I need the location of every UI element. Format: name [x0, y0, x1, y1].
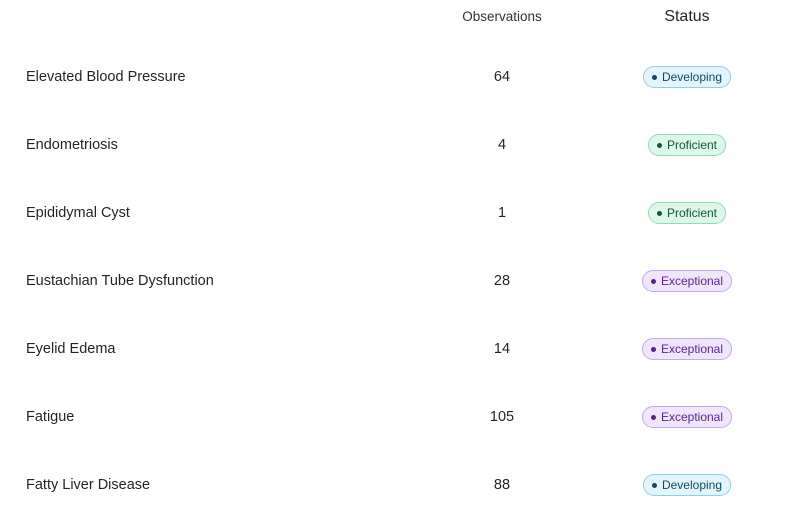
table-row[interactable]: Fatty Liver Disease 88 Developing	[0, 451, 790, 519]
status-label: Exceptional	[660, 274, 724, 288]
observation-count: 105	[489, 409, 515, 425]
condition-name: Elevated Blood Pressure	[26, 69, 186, 85]
status-dot-icon	[651, 482, 657, 488]
observation-count: 1	[497, 205, 507, 221]
status-badge: Developing	[642, 66, 732, 88]
status-label: Proficient	[666, 206, 718, 220]
observation-count: 28	[493, 273, 511, 289]
table-header: Observations Status	[0, 0, 790, 34]
table-row[interactable]: Endometriosis 4 Proficient	[0, 111, 790, 179]
table-row[interactable]: Epididymal Cyst 1 Proficient	[0, 179, 790, 247]
status-cell: Developing	[627, 451, 747, 519]
status-label: Developing	[661, 478, 723, 492]
status-dot-icon	[656, 142, 662, 148]
status-cell: Developing	[627, 43, 747, 111]
status-label: Proficient	[666, 138, 718, 152]
status-dot-icon	[656, 210, 662, 216]
observation-count: 14	[493, 341, 511, 357]
status-dot-icon	[650, 278, 656, 284]
table-row[interactable]: Eyelid Edema 14 Exceptional	[0, 315, 790, 383]
condition-name: Epididymal Cyst	[26, 205, 130, 221]
condition-name: Fatigue	[26, 409, 75, 425]
observation-count: 64	[493, 69, 511, 85]
status-badge: Developing	[642, 474, 732, 496]
status-cell: Proficient	[627, 179, 747, 247]
status-badge: Proficient	[647, 134, 727, 156]
condition-name: Endometriosis	[26, 137, 118, 153]
observation-count: 4	[497, 137, 507, 153]
status-cell: Proficient	[627, 111, 747, 179]
status-cell: Exceptional	[627, 383, 747, 451]
status-badge: Exceptional	[641, 338, 733, 360]
table-row[interactable]: Eustachian Tube Dysfunction 28 Exception…	[0, 247, 790, 315]
status-label: Exceptional	[660, 342, 724, 356]
status-cell: Exceptional	[627, 247, 747, 315]
status-badge: Exceptional	[641, 406, 733, 428]
condition-name: Fatty Liver Disease	[26, 477, 151, 493]
status-dot-icon	[650, 414, 656, 420]
table-row[interactable]: Elevated Blood Pressure 64 Developing	[0, 43, 790, 111]
status-column-header[interactable]: Status	[664, 8, 710, 25]
status-dot-icon	[651, 74, 657, 80]
observations-column-header[interactable]: Observations	[462, 9, 542, 24]
status-label: Exceptional	[660, 410, 724, 424]
observation-count: 88	[493, 477, 511, 493]
condition-name: Eustachian Tube Dysfunction	[26, 273, 214, 289]
conditions-table: Observations Status Elevated Blood Press…	[0, 0, 790, 496]
status-dot-icon	[650, 346, 656, 352]
status-badge: Proficient	[647, 202, 727, 224]
status-badge: Exceptional	[641, 270, 733, 292]
status-cell: Exceptional	[627, 315, 747, 383]
status-label: Developing	[661, 70, 723, 84]
condition-name: Eyelid Edema	[26, 341, 116, 357]
table-row[interactable]: Fatigue 105 Exceptional	[0, 383, 790, 451]
